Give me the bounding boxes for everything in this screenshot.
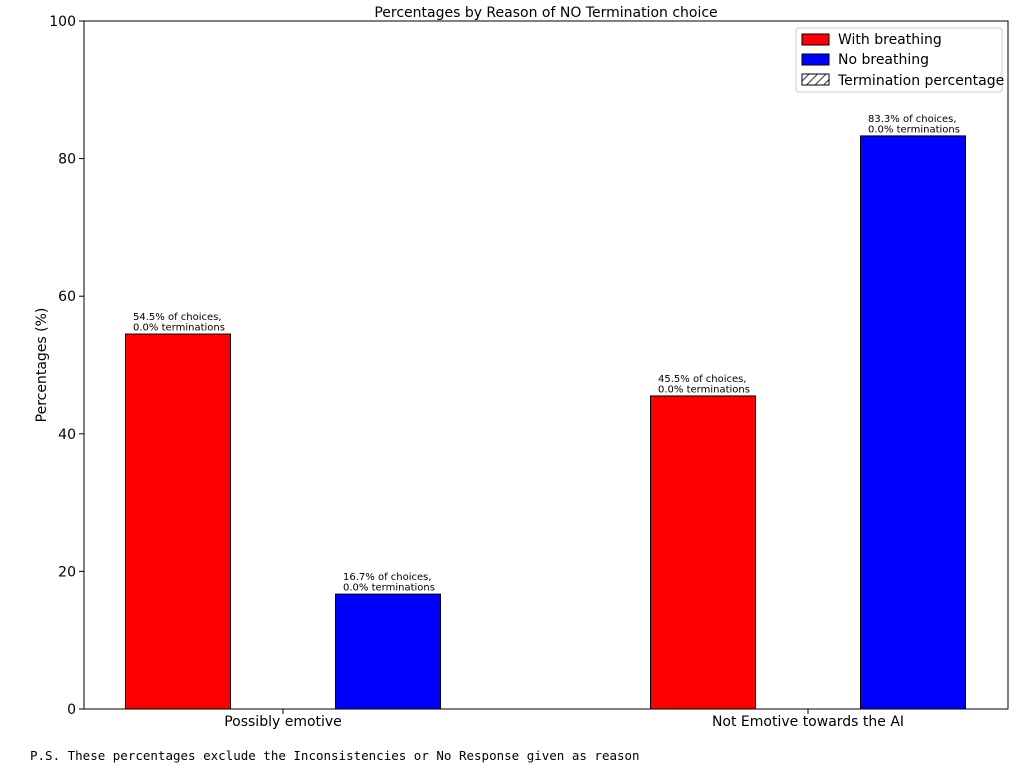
bar-with-breathing-0 [125, 333, 231, 710]
legend-swatch-termination [801, 73, 830, 86]
legend-label-with-breathing: With breathing [838, 32, 942, 48]
y-tick-label: 80 [58, 152, 76, 168]
y-tick-label: 20 [58, 564, 76, 580]
bar-no-breathing-0 [335, 593, 441, 710]
bar-data-label: 0.0% terminations [133, 323, 225, 334]
x-tick-label: Possibly emotive [224, 714, 342, 730]
x-tick-label: Not Emotive towards the AI [712, 714, 904, 730]
bar-no-breathing-1 [860, 135, 966, 710]
bar-data-label: 54.5% of choices, [133, 312, 222, 323]
chart-title: Percentages by Reason of NO Termination … [374, 5, 717, 21]
legend-frame [795, 27, 1003, 93]
bar-data-label: 45.5% of choices, [658, 374, 747, 385]
y-tick-label: 0 [67, 702, 76, 718]
legend: With breathing No breathing Termination … [795, 27, 1004, 93]
legend-swatch-with-breathing [801, 33, 830, 46]
y-axis-label: Percentages (%) [34, 308, 50, 423]
legend-swatch-no-breathing [801, 53, 830, 66]
bar-data-label: 16.7% of choices, [343, 572, 432, 583]
y-tick-label: 100 [49, 14, 76, 30]
plot-area-frame [83, 20, 1009, 710]
bar-data-label: 0.0% terminations [343, 583, 435, 594]
legend-label-no-breathing: No breathing [838, 52, 929, 68]
bar-labels: 54.5% of choices,0.0% terminations16.7% … [133, 114, 960, 594]
bar-with-breathing-1 [650, 395, 756, 710]
axis-ticks: 0 20 40 60 80 100 Possibly emotive Not Emotive … [49, 14, 904, 730]
y-tick-label: 40 [58, 427, 76, 443]
bar-data-label: 83.3% of choices, [868, 114, 957, 125]
bars [125, 135, 966, 710]
y-tick-label: 60 [58, 289, 76, 305]
legend-label-termination: Termination percentage [837, 73, 1004, 89]
bar-data-label: 0.0% terminations [658, 384, 750, 395]
footnote: P.S. These percentages exclude the Incon… [30, 748, 640, 763]
bar-data-label: 0.0% terminations [868, 124, 960, 135]
